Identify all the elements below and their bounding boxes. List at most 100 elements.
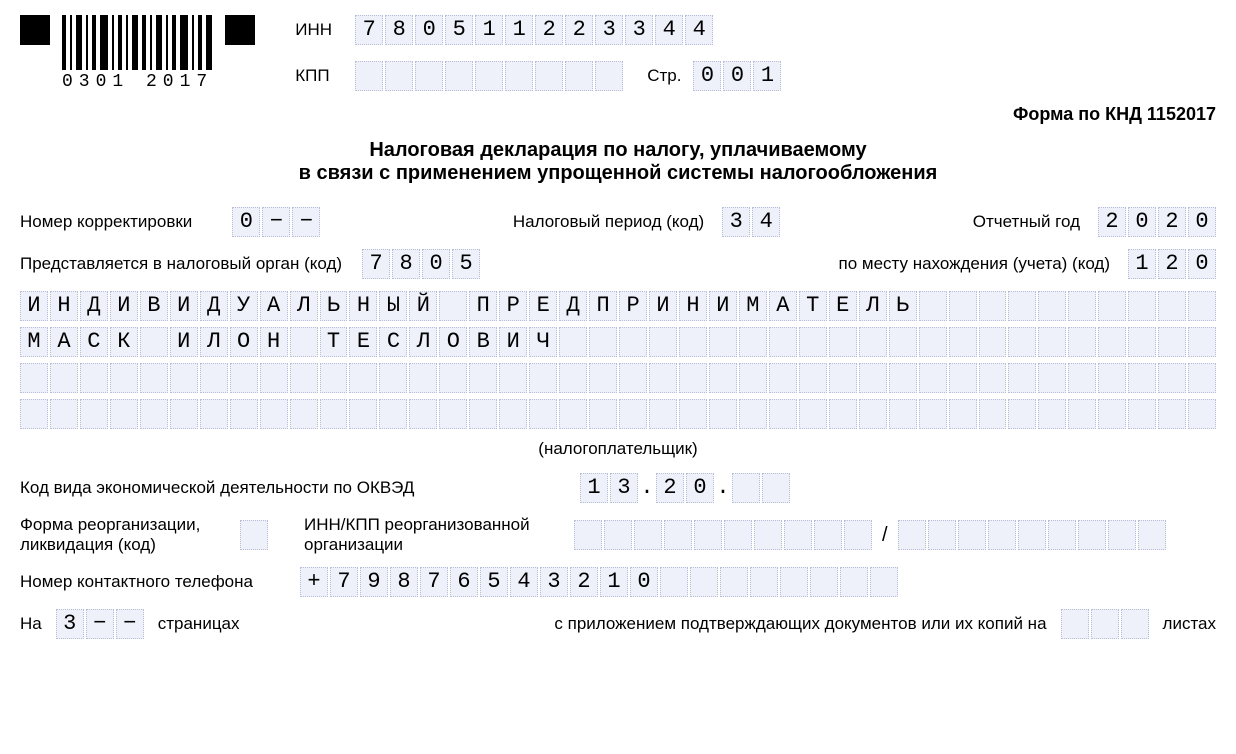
taxpayer-note: (налогоплательщик): [20, 439, 1216, 459]
sheets-label: листах: [1163, 614, 1216, 634]
cell: 8: [392, 249, 420, 279]
cell: К: [110, 327, 138, 357]
reorg-innkpp-label2: организации: [304, 535, 574, 555]
cell: [720, 567, 748, 597]
cell: Р: [499, 291, 527, 321]
cell: 8: [390, 567, 418, 597]
cell: [739, 327, 767, 357]
cell: [694, 520, 722, 550]
cell: 1: [505, 15, 533, 45]
cell: [889, 399, 917, 429]
cell: [690, 567, 718, 597]
title-line2: в связи с применением упрощенной системы…: [20, 162, 1216, 185]
cell: [840, 567, 868, 597]
cell: [619, 363, 647, 393]
cell: [439, 363, 467, 393]
cell: [1068, 363, 1096, 393]
cell: [499, 399, 527, 429]
cell: [110, 363, 138, 393]
cell: Л: [859, 291, 887, 321]
tax-period-cells: 34: [722, 207, 780, 237]
cell: [1158, 363, 1186, 393]
cell: [385, 61, 413, 91]
cell: [529, 399, 557, 429]
cell: Е: [349, 327, 377, 357]
cell: [679, 363, 707, 393]
reorg-inn-cells: [574, 520, 872, 550]
cell: [799, 399, 827, 429]
cell: [679, 399, 707, 429]
cell: [754, 520, 782, 550]
attachments-label: с приложением подтверждающих документов …: [554, 614, 1046, 634]
cell: [140, 399, 168, 429]
cell: 0: [232, 207, 260, 237]
reorg-slash: /: [882, 524, 888, 547]
cell: 1: [475, 15, 503, 45]
cell: 4: [510, 567, 538, 597]
cell: [320, 399, 348, 429]
cell: 0: [630, 567, 658, 597]
cell: [870, 567, 898, 597]
tax-authority-label: Представляется в налоговый орган (код): [20, 254, 342, 274]
cell: 0: [723, 61, 751, 91]
cell: [260, 399, 288, 429]
cell: [559, 327, 587, 357]
cell: 0: [422, 249, 450, 279]
cell: [1188, 291, 1216, 321]
cell: [724, 520, 752, 550]
cell: [20, 363, 48, 393]
cell: [505, 61, 533, 91]
cell: А: [260, 291, 288, 321]
cell: [1098, 291, 1126, 321]
cell: У: [230, 291, 258, 321]
cell: [589, 363, 617, 393]
cell: [1138, 520, 1166, 550]
cell: 1: [580, 473, 608, 503]
cell: −: [292, 207, 320, 237]
cell: [829, 399, 857, 429]
cell: [1008, 291, 1036, 321]
cell: [1068, 327, 1096, 357]
cell: [240, 520, 268, 550]
pages-count-cells: 3−−: [56, 609, 144, 639]
cell: [1008, 363, 1036, 393]
cell: [475, 61, 503, 91]
cell: [589, 327, 617, 357]
str-label: Стр.: [647, 66, 681, 86]
cell: [1048, 520, 1076, 550]
cell: −: [86, 609, 114, 639]
cell: [859, 363, 887, 393]
inn-label: ИНН: [295, 20, 355, 40]
cell: [649, 399, 677, 429]
name-line4: [20, 399, 1216, 429]
cell: [1188, 399, 1216, 429]
cell: М: [739, 291, 767, 321]
cell: 6: [450, 567, 478, 597]
cell: 2: [1158, 207, 1186, 237]
cell: [799, 327, 827, 357]
cell: 2: [570, 567, 598, 597]
cell: Т: [799, 291, 827, 321]
cell: [634, 520, 662, 550]
cell: 2: [1098, 207, 1126, 237]
name-line1: ИНДИВИДУАЛЬНЫЙПРЕДПРИНИМАТЕЛЬ: [20, 291, 1216, 321]
cell: И: [170, 291, 198, 321]
cell: [200, 363, 228, 393]
cell: С: [80, 327, 108, 357]
correction-label: Номер корректировки: [20, 212, 192, 232]
cell: 2: [565, 15, 593, 45]
cell: Ь: [320, 291, 348, 321]
cell: [1108, 520, 1136, 550]
cell: 9: [360, 567, 388, 597]
cell: [409, 399, 437, 429]
cell: И: [499, 327, 527, 357]
cell: [20, 399, 48, 429]
cell: [535, 61, 563, 91]
cell: [1038, 363, 1066, 393]
cell: [499, 363, 527, 393]
cell: А: [50, 327, 78, 357]
cell: [355, 61, 383, 91]
cell: [379, 363, 407, 393]
cell: С: [379, 327, 407, 357]
tax-period-label: Налоговый период (код): [513, 212, 704, 232]
